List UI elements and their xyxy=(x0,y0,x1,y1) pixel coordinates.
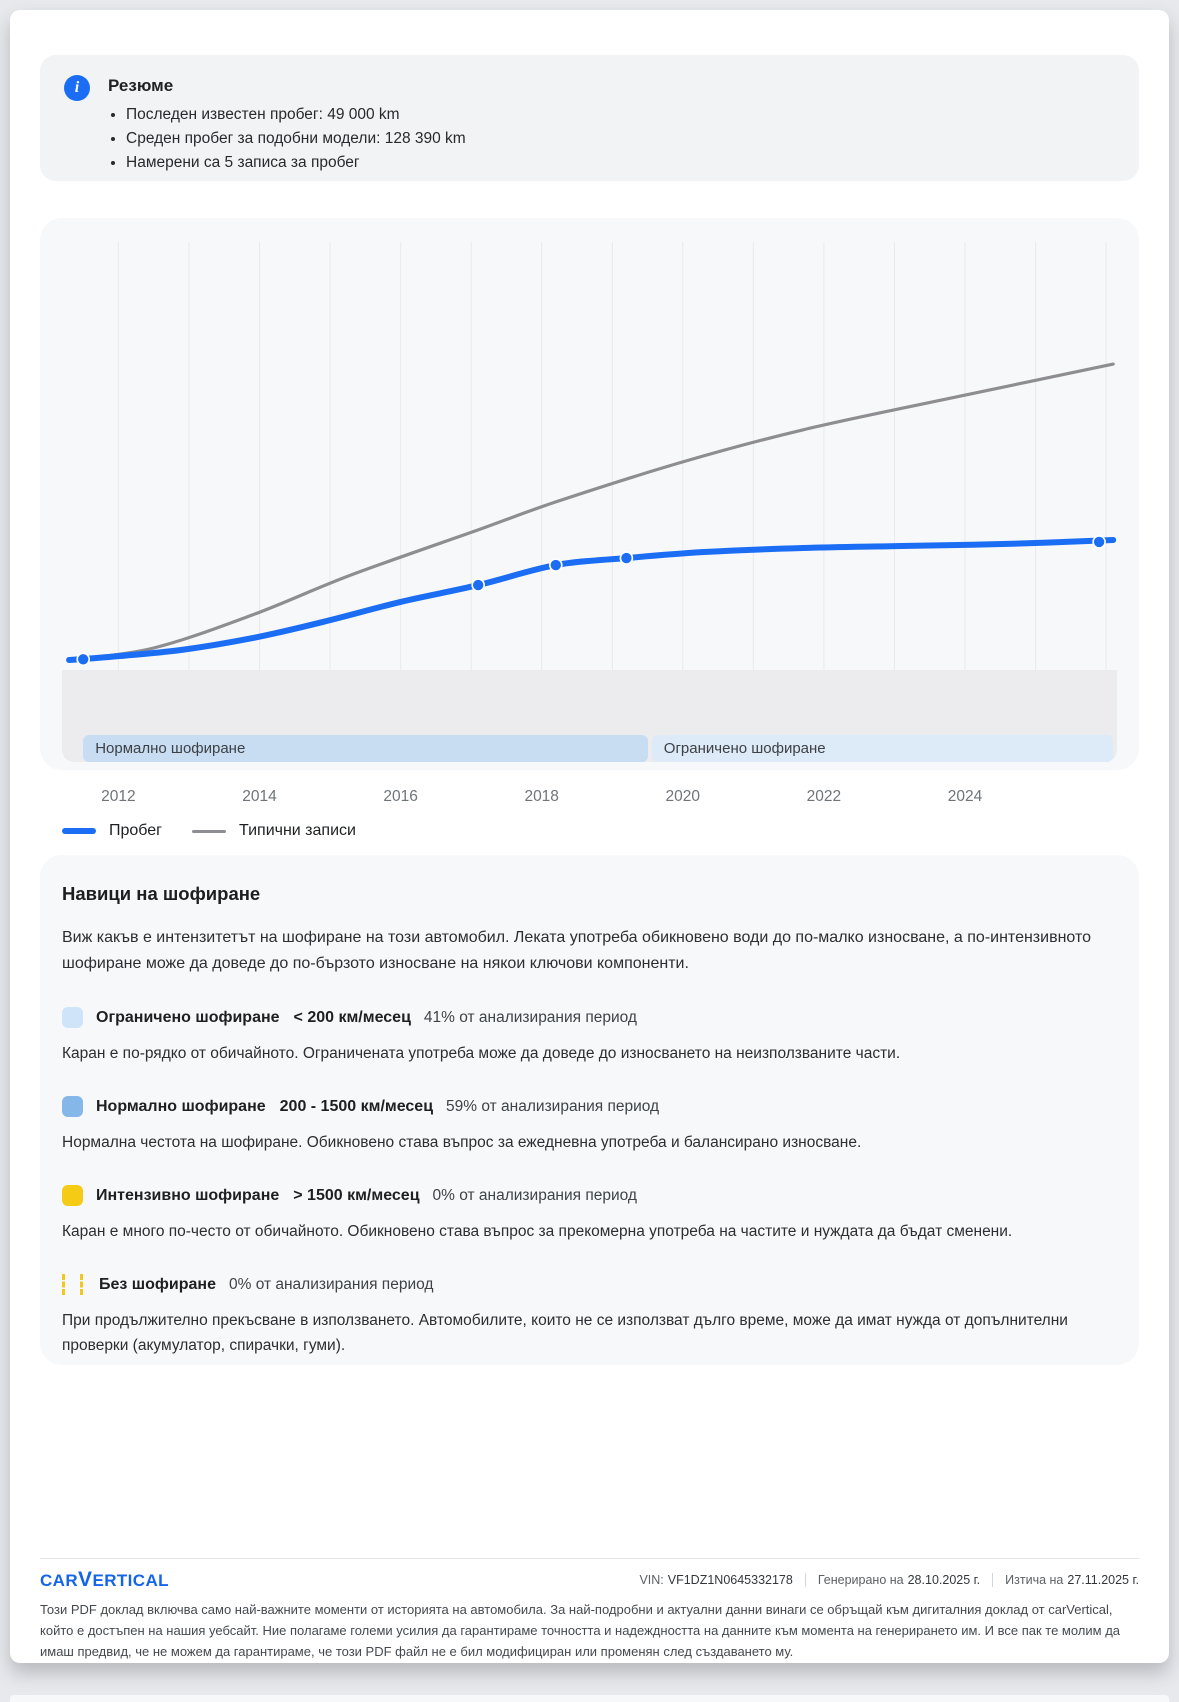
expires-date: 27.11.2025 г. xyxy=(1067,1573,1139,1587)
logo-v-mark: V xyxy=(78,1568,93,1591)
mileage-chart-card: Нормално шофиране Ограничено шофиране xyxy=(40,218,1139,770)
info-icon: i xyxy=(64,75,90,101)
footer-row: CARVERTICAL VIN: VF1DZ1N0645332178 Генери… xyxy=(40,1568,1139,1592)
habit-title: Ограничено шофиране xyxy=(96,1008,280,1026)
vin-label: VIN: xyxy=(639,1573,664,1587)
report-page: i Резюме Последен известен пробег: 49 00… xyxy=(10,10,1169,1663)
carvertical-logo: CARVERTICAL xyxy=(40,1568,169,1591)
habits-intro: Виж какъв е интензитетът на шофиране на … xyxy=(62,929,1091,972)
summary-item-average-mileage: Среден пробег за подобни модели: 128 390… xyxy=(126,127,466,151)
habit-percent: 59% от анализирания период xyxy=(446,1097,660,1115)
generated-label: Генерирано на xyxy=(817,1573,904,1587)
driving-band-1: Ограничено шофиране xyxy=(651,735,1114,762)
driving-band-label: Нормално шофиране xyxy=(95,740,246,757)
summary-content: Резюме Последен известен пробег: 49 000 … xyxy=(108,76,466,171)
habit-title: Интензивно шофиране xyxy=(96,1186,280,1204)
habit-row: Интензивно шофиране > 1500 км/месец 0% о… xyxy=(62,1185,1115,1206)
habit-description: Каран е много по-често от обичайното. Об… xyxy=(62,1223,1013,1240)
habit-title: Нормално шофиране xyxy=(96,1097,266,1115)
vin-field: VIN: VF1DZ1N0645332178 xyxy=(639,1573,792,1587)
x-tick-2024: 2024 xyxy=(947,788,983,805)
no-driving-swatch-icon xyxy=(62,1274,83,1295)
legend-label-mileage: Пробег xyxy=(109,822,163,839)
legend-item-typical: Типични записи xyxy=(192,822,356,840)
x-tick-2022: 2022 xyxy=(806,788,842,805)
habit-percent: 0% от анализирания период xyxy=(228,1275,434,1293)
footer-disclaimer: Този PDF доклад включва само най-важните… xyxy=(40,1602,1121,1659)
habit-title: Без шофиране xyxy=(99,1275,216,1293)
normal-driving-swatch-icon xyxy=(62,1096,83,1117)
habit-limited-driving: Ограничено шофиране < 200 км/месец 41% о… xyxy=(62,1007,1115,1066)
summary-item-last-mileage: Последен известен пробег: 49 000 km xyxy=(126,103,466,127)
habit-row: Без шофиране 0% от анализирания период xyxy=(62,1274,1115,1295)
habit-description: Нормална честота на шофиране. Обикновено… xyxy=(62,1134,862,1151)
x-tick-2016: 2016 xyxy=(383,788,418,805)
x-tick-2012: 2012 xyxy=(101,788,136,805)
legend-label-typical: Типични записи xyxy=(239,822,356,839)
driving-band-label: Ограничено шофиране xyxy=(663,740,826,757)
driving-habits-section: Навици на шофиране Виж какъв е интензите… xyxy=(40,855,1139,1365)
habit-percent: 0% от анализирания период xyxy=(432,1186,637,1204)
expires-label: Изтича на xyxy=(1005,1573,1064,1587)
meta-divider xyxy=(992,1573,994,1587)
habit-intense-driving: Интензивно шофиране > 1500 км/месец 0% о… xyxy=(62,1185,1115,1244)
habit-percent: 41% от анализирания период xyxy=(423,1008,637,1026)
habit-description: При продължително прекъсване в използван… xyxy=(62,1312,1068,1354)
mileage-line-swatch xyxy=(62,827,96,835)
typical-line-swatch xyxy=(192,829,227,833)
next-page-edge xyxy=(10,1695,1169,1702)
chart-legend: Пробег Типични записи xyxy=(62,822,356,840)
vin-value: VF1DZ1N0645332178 xyxy=(667,1573,793,1587)
meta-divider xyxy=(804,1573,806,1587)
page-footer: CARVERTICAL VIN: VF1DZ1N0645332178 Генери… xyxy=(40,1558,1139,1662)
habit-normal-driving: Нормално шофиране 200 - 1500 км/месец 59… xyxy=(62,1096,1115,1155)
habit-row: Нормално шофиране 200 - 1500 км/месец 59… xyxy=(62,1096,1115,1117)
summary-box: i Резюме Последен известен пробег: 49 00… xyxy=(40,55,1139,181)
summary-item-records-count: Намерени са 5 записа за пробег xyxy=(126,151,466,175)
summary-title: Резюме xyxy=(108,76,174,95)
summary-list: Последен известен пробег: 49 000 km Сред… xyxy=(108,103,466,175)
habit-range: > 1500 км/месец xyxy=(293,1186,420,1204)
limited-driving-swatch-icon xyxy=(62,1007,83,1028)
expires-field: Изтича на 27.11.2025 г. xyxy=(1005,1573,1139,1587)
habit-row: Ограничено шофиране < 200 км/месец 41% о… xyxy=(62,1007,1115,1028)
driving-band-0: Нормално шофиране xyxy=(83,735,648,762)
report-meta: VIN: VF1DZ1N0645332178 Генерирано на 28.10… xyxy=(639,1573,1139,1587)
legend-item-mileage: Пробег xyxy=(62,822,162,840)
generated-date: 28.10.2025 г. xyxy=(907,1573,981,1587)
generated-field: Генерирано на 28.10.2025 г. xyxy=(818,1573,980,1587)
intense-driving-swatch-icon xyxy=(62,1185,83,1206)
x-axis-ticks: 2012 2014 2016 2018 2020 2022 2024 xyxy=(40,788,1139,810)
habit-range: 200 - 1500 км/месец xyxy=(279,1097,434,1115)
habit-description: Каран е по-рядко от обичайното. Ограниче… xyxy=(62,1045,901,1062)
x-tick-2014: 2014 xyxy=(242,788,277,805)
driving-period-bands: Нормално шофиране Ограничено шофиране xyxy=(40,218,1139,770)
habit-range: < 200 км/месец xyxy=(293,1008,411,1026)
x-tick-2018: 2018 xyxy=(524,788,559,805)
habit-no-driving: Без шофиране 0% от анализирания период П… xyxy=(62,1274,1115,1358)
habits-title: Навици на шофиране xyxy=(62,883,261,904)
x-tick-2020: 2020 xyxy=(665,788,701,805)
